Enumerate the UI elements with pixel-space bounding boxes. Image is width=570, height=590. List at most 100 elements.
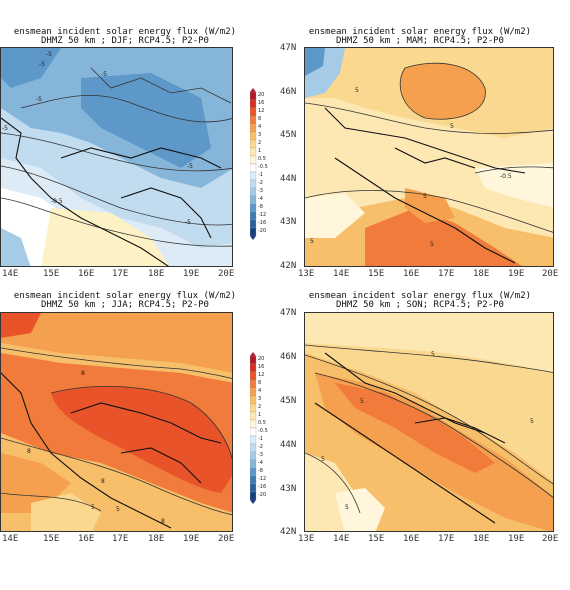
panel-title-line2: DHMZ 50 km ; JJA; RCP4.5; P2-P0 xyxy=(41,300,209,310)
colorbar-swatch xyxy=(250,187,257,197)
contour-label: -5 xyxy=(185,219,191,226)
colorbar-label: -2 xyxy=(258,444,263,450)
colorbar-label: 1 xyxy=(258,412,262,418)
colorbar-label: 20 xyxy=(258,92,265,98)
colorbar-label: 8 xyxy=(258,380,262,386)
colorbar-label: 12 xyxy=(258,372,265,378)
lon-tick: 20E xyxy=(542,534,559,544)
contour-label: -5 xyxy=(46,51,52,58)
colorbar-label: -3 xyxy=(258,188,263,194)
colorbar-label: -3 xyxy=(258,452,263,458)
colorbar-top: 20 16 12 8 4 3 2 1 0.5 -0.5 -1 -2 -3 -4 -8 -12 -16 -20 xyxy=(250,88,280,240)
lon-tick: 13E xyxy=(298,269,315,279)
colorbar-label: -12 xyxy=(258,476,267,482)
colorbar-label: 0.5 xyxy=(258,156,266,162)
contour-label: -5 xyxy=(36,96,42,103)
lon-tick: 17E xyxy=(438,534,455,544)
colorbar-swatch xyxy=(250,147,257,157)
colorbar-label: 16 xyxy=(258,364,265,370)
colorbar-swatch xyxy=(250,427,257,437)
lon-tick: 14E xyxy=(2,534,19,544)
colorbar-label: 4 xyxy=(258,124,262,130)
colorbar-label: 4 xyxy=(258,388,262,394)
colorbar-swatch xyxy=(250,443,257,453)
colorbar-top-arrow xyxy=(250,88,256,92)
lon-tick: 18E xyxy=(148,269,165,279)
colorbar-label: -16 xyxy=(258,220,267,226)
lat-tick: 42N xyxy=(280,261,297,271)
colorbar-label: -20 xyxy=(258,492,267,498)
contour-label: -0.5 xyxy=(500,173,512,180)
colorbar-label: -1 xyxy=(258,436,263,442)
colorbar-swatch xyxy=(250,171,257,181)
contour-label: 8 xyxy=(27,448,31,455)
colorbar-swatch xyxy=(250,91,257,101)
colorbar-label: 20 xyxy=(258,356,265,362)
colorbar-swatch xyxy=(250,387,257,397)
lon-tick: 15E xyxy=(43,534,60,544)
colorbar-swatch xyxy=(250,491,257,501)
colorbar-swatch xyxy=(250,363,257,373)
colorbar-label: -12 xyxy=(258,212,267,218)
panel-title-line2: DHMZ 50 km ; DJF; RCP4.5; P2-P0 xyxy=(41,36,209,46)
contour-label: 5 xyxy=(355,87,359,94)
lon-tick: 15E xyxy=(43,269,60,279)
lon-tick: 15E xyxy=(368,534,385,544)
lon-tick: 13E xyxy=(298,534,315,544)
contour-label: 8 xyxy=(81,370,85,377)
lat-tick: 45N xyxy=(280,130,297,140)
colorbar-bottom-arrow xyxy=(250,500,256,504)
lon-tick: 16E xyxy=(403,269,420,279)
lon-tick: 19E xyxy=(183,534,200,544)
colorbar-label: 16 xyxy=(258,100,265,106)
panel-title-line1: ensmean incident solar energy flux (W/m2… xyxy=(308,291,532,301)
lon-tick: 15E xyxy=(368,269,385,279)
colorbar-label: -4 xyxy=(258,196,263,202)
colorbar-swatch xyxy=(250,211,257,221)
colorbar-label: 2 xyxy=(258,140,262,146)
contour-label: 5 xyxy=(310,238,314,245)
map-son: 5 5 5 5 5 xyxy=(304,312,554,532)
colorbar-label: -2 xyxy=(258,180,263,186)
colorbar-label: -8 xyxy=(258,204,263,210)
map-jja: 8 8 8 5 5 8 xyxy=(0,312,233,532)
lon-tick: 20E xyxy=(218,534,235,544)
lon-tick: 16E xyxy=(78,269,95,279)
colorbar-swatch xyxy=(250,355,257,365)
lat-tick: 43N xyxy=(280,484,297,494)
lon-tick: 17E xyxy=(438,269,455,279)
colorbar-label: 0.5 xyxy=(258,420,266,426)
panel-title-line1: ensmean incident solar energy flux (W/m2… xyxy=(308,27,532,37)
colorbar-swatch xyxy=(250,475,257,485)
contour-label: 5 xyxy=(423,193,427,200)
lon-tick: 14E xyxy=(333,269,350,279)
colorbar-swatch xyxy=(250,379,257,389)
colorbar-swatch xyxy=(250,139,257,149)
contour-label: -5 xyxy=(187,163,193,170)
lat-tick: 42N xyxy=(280,527,297,537)
colorbar-swatch xyxy=(250,419,257,429)
colorbar-swatch xyxy=(250,403,257,413)
colorbar-label: -0.5 xyxy=(258,428,268,434)
contour-label: 5 xyxy=(431,351,435,358)
colorbar-swatch xyxy=(250,195,257,205)
colorbar-swatch xyxy=(250,107,257,117)
contour-label: -5 xyxy=(39,61,45,68)
lon-tick: 18E xyxy=(473,534,490,544)
contour-label: 5 xyxy=(530,418,534,425)
lon-tick: 14E xyxy=(2,269,19,279)
colorbar-swatch xyxy=(250,155,257,165)
colorbar-label: -8 xyxy=(258,468,263,474)
colorbar-bottom-arrow xyxy=(250,236,256,240)
lon-tick: 14E xyxy=(333,534,350,544)
colorbar-swatch xyxy=(250,99,257,109)
colorbar-swatch xyxy=(250,115,257,125)
colorbar-swatch xyxy=(250,395,257,405)
colorbar-label: -20 xyxy=(258,228,267,234)
colorbar-label: 12 xyxy=(258,108,265,114)
contour-label: 5 xyxy=(321,456,325,463)
contour-label: 5 xyxy=(360,398,364,405)
colorbar-swatch xyxy=(250,227,257,237)
colorbar-label: 3 xyxy=(258,132,262,138)
lon-tick: 17E xyxy=(112,269,129,279)
